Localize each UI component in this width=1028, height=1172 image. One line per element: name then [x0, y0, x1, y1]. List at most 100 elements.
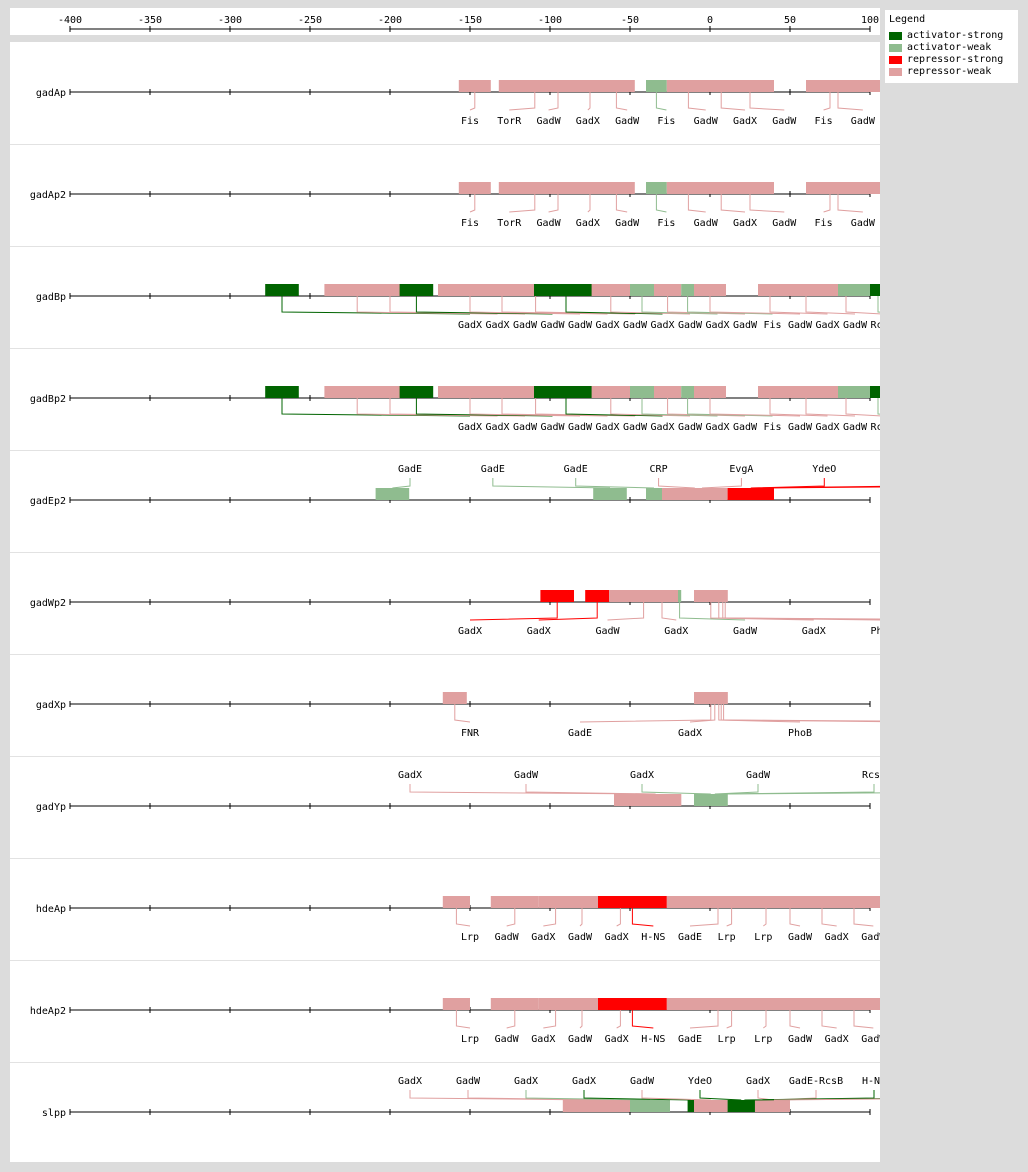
axis-tick-label: -400	[58, 15, 82, 26]
axis-scale: -400 -350 -300 -250 -200 -150 -100 -50 0 50 100	[58, 15, 879, 32]
binding-site-label: FNR	[461, 728, 480, 739]
binding-site-connector	[722, 792, 880, 795]
binding-site-label: GadX	[605, 1034, 629, 1045]
binding-site-connector	[720, 92, 746, 111]
binding-site-connector	[506, 1010, 516, 1029]
binding-site-connector	[718, 602, 880, 621]
binding-site-box	[726, 182, 774, 194]
binding-site-label: GadW	[540, 422, 565, 433]
binding-site-connector	[587, 92, 591, 111]
binding-site-label: Fis	[763, 320, 781, 331]
binding-site-connector	[641, 296, 718, 315]
binding-site-connector	[853, 908, 874, 927]
binding-site-connector	[509, 92, 536, 111]
binding-site-connector	[535, 296, 636, 315]
binding-site-label: GadX	[485, 422, 509, 433]
binding-site-connector	[454, 704, 471, 723]
binding-site-connector	[749, 194, 785, 213]
binding-site-label: GadX	[531, 932, 555, 943]
binding-site-connector	[631, 908, 654, 927]
binding-site-label: RcsB	[862, 770, 880, 781]
binding-site-label: GadX	[514, 1076, 538, 1087]
binding-site-label: GadW	[788, 1034, 813, 1045]
binding-site-label: TorR	[497, 116, 522, 127]
binding-site-connector	[773, 1098, 880, 1101]
binding-site-connector	[525, 1090, 651, 1101]
binding-site-box	[598, 896, 667, 908]
binding-site-label: GadW	[495, 1034, 520, 1045]
binding-site-box	[838, 896, 880, 908]
binding-site-connector	[610, 296, 691, 315]
binding-site-box	[681, 386, 694, 398]
binding-site-connector	[455, 1010, 471, 1029]
axis-tick-label: -250	[298, 15, 322, 26]
binding-site-connector	[356, 296, 498, 315]
binding-site-label: PhoP	[870, 626, 880, 637]
binding-site-box	[678, 590, 682, 602]
binding-site-label: GadE	[564, 464, 588, 475]
binding-site-label: GadW	[772, 116, 797, 127]
binding-site-label: GadX	[398, 770, 422, 781]
binding-site-connector	[720, 194, 746, 213]
binding-site-connector	[823, 194, 831, 213]
binding-site-label: GadW	[843, 422, 868, 433]
binding-site-label: GadX	[733, 116, 757, 127]
binding-site-label: Lrp	[461, 932, 479, 943]
binding-site-connector	[469, 398, 581, 417]
binding-site-connector	[877, 296, 880, 313]
binding-site-label: GadW	[537, 218, 562, 229]
binding-site-box	[534, 284, 598, 296]
promoter-track-slpp: slpp GadX GadW GadX GadX GadW YdeO GadX GadE-Rcs…	[10, 1062, 880, 1119]
binding-site-box	[630, 794, 682, 806]
binding-site-box	[490, 896, 539, 908]
binding-site-connector	[506, 908, 516, 927]
binding-site-box	[646, 488, 662, 500]
binding-site-box	[591, 284, 630, 296]
binding-site-label: GadX	[458, 626, 482, 637]
binding-site-label: H-NS	[641, 1034, 665, 1045]
binding-site-box	[742, 488, 774, 500]
binding-site-box	[598, 998, 667, 1010]
binding-site-label: GadW	[540, 320, 565, 331]
binding-site-label: GadW	[694, 116, 719, 127]
binding-site-label: H-NS	[862, 1076, 880, 1087]
binding-site-connector	[699, 1090, 742, 1101]
binding-site-label: GadW	[733, 422, 758, 433]
binding-site-box	[694, 284, 726, 296]
promoter-name: hdeAp	[36, 904, 66, 915]
binding-site-connector	[789, 1010, 801, 1029]
binding-site-label: GadW	[568, 422, 593, 433]
binding-site-box	[838, 284, 880, 296]
binding-site-box	[722, 590, 728, 602]
binding-site-label: GadW	[678, 320, 703, 331]
legend: Legend activator-strong activator-weak r…	[885, 10, 1018, 83]
binding-site-box	[646, 80, 667, 92]
binding-site-connector	[853, 1010, 874, 1029]
binding-site-label: GadX	[630, 770, 654, 781]
binding-site-box	[870, 284, 880, 296]
binding-site-box	[442, 998, 470, 1010]
binding-site-label: GadW	[788, 320, 813, 331]
binding-site-connector	[845, 296, 880, 315]
binding-site-label: GadW	[694, 218, 719, 229]
promoter-name: gadBp2	[30, 394, 66, 405]
binding-site-box	[870, 80, 880, 92]
binding-site-box	[630, 1100, 670, 1112]
binding-site-label: Fis	[763, 422, 781, 433]
binding-site-label: GadX	[678, 728, 702, 739]
binding-site-connector	[710, 602, 814, 621]
binding-site-connector	[687, 398, 773, 417]
binding-site-connector	[877, 398, 880, 415]
binding-site-connector	[641, 398, 718, 417]
binding-site-box	[758, 1100, 790, 1112]
binding-site-label: GadX	[705, 320, 729, 331]
axis-tick-label: -50	[621, 15, 639, 26]
binding-site-label: GadE	[678, 1034, 702, 1045]
promoter-track-gadXp: gadXpFNRGadEGadXPhoBGadWH-NS	[10, 654, 880, 739]
binding-site-box	[442, 692, 467, 704]
binding-site-connector	[769, 296, 828, 315]
binding-site-connector	[607, 602, 645, 621]
promoter-name: hdeAp2	[30, 1006, 66, 1017]
binding-site-label: GadX	[595, 320, 619, 331]
binding-site-connector	[763, 1010, 767, 1029]
